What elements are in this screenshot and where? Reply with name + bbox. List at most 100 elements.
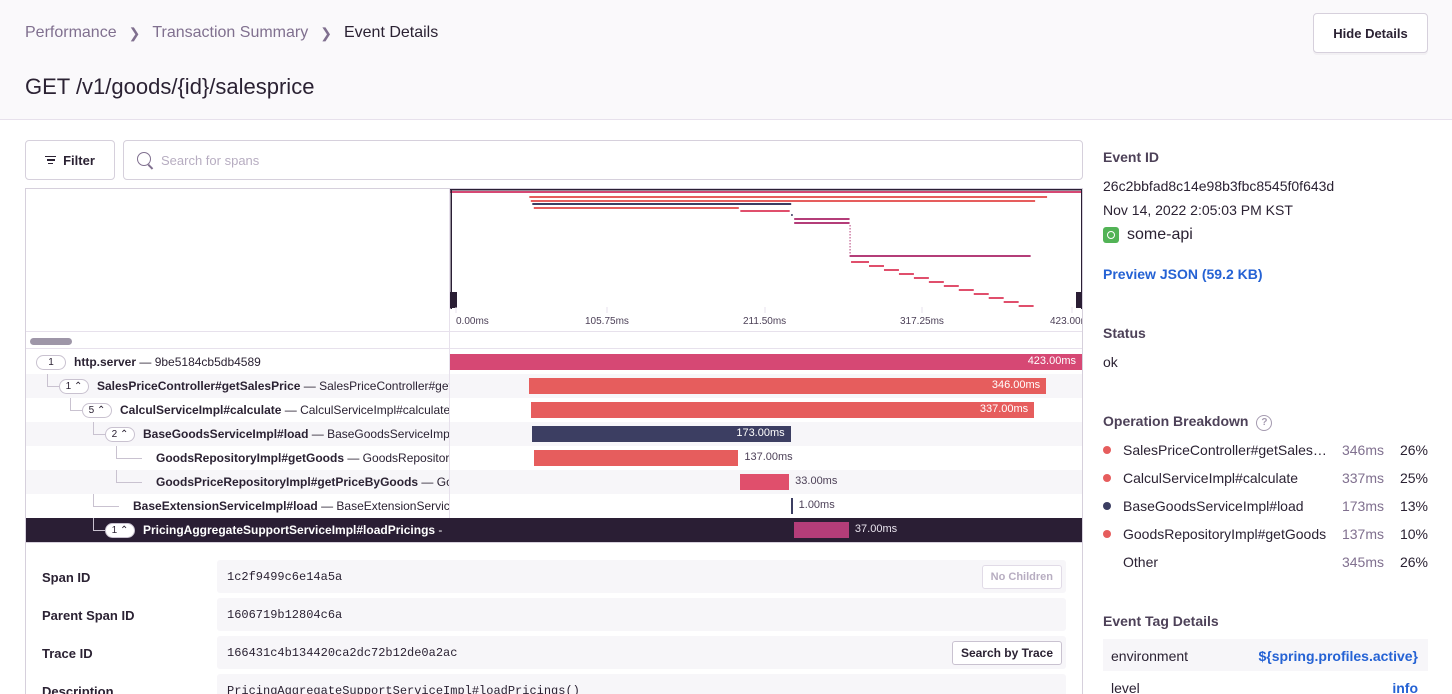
detail-span-id: Span ID 1c2f9499c6e14a5a No Children <box>42 560 1068 594</box>
span-child-count-toggle[interactable]: 1 ⌃ <box>105 523 135 538</box>
breakdown-name: Other <box>1123 554 1159 570</box>
breakdown-item[interactable]: GoodsRepositoryImpl#getGoods 137ms 10% <box>1103 524 1430 544</box>
hide-details-button[interactable]: Hide Details <box>1313 13 1428 53</box>
trace-minimap[interactable] <box>450 189 1083 331</box>
span-duration-bar[interactable] <box>790 498 793 514</box>
breakdown-percent: 25% <box>1399 470 1428 486</box>
span-duration-label: 1.00ms <box>798 499 835 511</box>
span-row-label-area[interactable]: 1 ⌃ PricingAggregateSupportServiceImpl#lo… <box>26 518 450 542</box>
event-tag-details-heading: Event Tag Details <box>1103 613 1219 629</box>
search-by-trace-button[interactable]: Search by Trace <box>951 641 1062 665</box>
span-row-label-area[interactable]: GoodsPriceRepositoryImpl#getPriceByGoods… <box>26 470 450 494</box>
legend-dot <box>1103 446 1111 454</box>
span-label: BaseExtensionServiceImpl#load — BaseExte… <box>133 499 449 513</box>
span-duration-bar[interactable] <box>450 354 1082 370</box>
breakdown-percent: 26% <box>1399 442 1428 458</box>
minimap-span <box>849 255 1031 257</box>
tag-value-link[interactable]: ${spring.profiles.active} <box>1258 648 1418 664</box>
span-operation: GoodsRepositoryImpl#getGoods <box>156 451 345 465</box>
span-row[interactable]: 5 ⌃ CalculServiceImpl#calculate — CalculS… <box>26 398 1082 422</box>
minimap-handle-right[interactable] <box>1081 189 1083 309</box>
filter-button[interactable]: Filter <box>25 140 115 180</box>
status-value: ok <box>1103 354 1118 370</box>
detail-parent-span-id: Parent Span ID 1606719b12804c6a <box>42 598 1068 632</box>
tag-key: level <box>1111 680 1140 694</box>
breakdown-ms: 337ms <box>1341 470 1384 486</box>
breadcrumb-transaction-summary[interactable]: Transaction Summary <box>152 24 309 41</box>
minimap-span <box>883 269 899 271</box>
span-row[interactable]: 1 ⌃ SalesPriceController#getSalesPrice — … <box>26 374 1082 398</box>
question-icon[interactable]: ? <box>1256 415 1273 431</box>
tag-value-link[interactable]: info <box>1392 680 1418 694</box>
breakdown-percent: 13% <box>1399 498 1428 514</box>
span-operation: BaseGoodsServiceImpl#load <box>143 427 309 441</box>
span-row[interactable]: 2 ⌃ BaseGoodsServiceImpl#load — BaseGoods… <box>26 422 1082 446</box>
scrollbar-thumb[interactable] <box>30 338 72 345</box>
span-row-label-area[interactable]: 1 http.server — 9be5184cb5db4589 <box>26 350 450 374</box>
minimap-span <box>849 243 851 245</box>
span-row[interactable]: 1 ⌃ PricingAggregateSupportServiceImpl#lo… <box>26 518 1082 542</box>
parent-span-id-value: 1606719b12804c6a <box>227 608 343 622</box>
span-child-count-toggle[interactable]: 5 ⌃ <box>82 403 112 418</box>
span-row-label-area[interactable]: GoodsRepositoryImpl#getGoods — GoodsRepo… <box>26 446 450 470</box>
tree-connector <box>93 422 94 434</box>
span-row[interactable]: GoodsRepositoryImpl#getGoods — GoodsRepo… <box>26 446 1082 470</box>
breakdown-item[interactable]: CalculServiceImpl#calculate 337ms 25% <box>1103 468 1430 488</box>
tag-row: level info <box>1103 671 1428 694</box>
span-row-label-area[interactable]: 5 ⌃ CalculServiceImpl#calculate — CalculS… <box>26 398 450 422</box>
minimap-span <box>973 293 989 295</box>
breakdown-item[interactable]: Other 345ms 26% <box>1103 552 1430 572</box>
minimap-span <box>898 273 914 275</box>
span-search-box[interactable] <box>123 140 1083 180</box>
detail-value-box: 166431c4b134420ca2dc72b12de0a2ac Search … <box>217 636 1066 669</box>
minimap-handle-left[interactable] <box>450 189 453 309</box>
span-child-count-toggle[interactable]: 1 ⌃ <box>59 379 89 394</box>
span-child-count-toggle[interactable]: 1 <box>36 355 66 370</box>
search-input[interactable] <box>161 141 1061 179</box>
span-row-label-area[interactable]: BaseExtensionServiceImpl#load — BaseExte… <box>26 494 450 518</box>
axis-tick-label: 0.00ms <box>456 316 489 327</box>
span-operation: BaseExtensionServiceImpl#load <box>133 499 318 513</box>
span-duration-bar[interactable] <box>529 378 1047 394</box>
breakdown-name: SalesPriceController#getSalesPrice <box>1123 442 1333 458</box>
span-row-label-area[interactable]: 2 ⌃ BaseGoodsServiceImpl#load — BaseGoods… <box>26 422 450 446</box>
minimap-span <box>928 281 944 283</box>
trace-id-value: 166431c4b134420ca2dc72b12de0a2ac <box>227 646 458 660</box>
minimap-span <box>532 203 792 205</box>
minimap-drag-handle-left[interactable] <box>450 292 457 308</box>
horizontal-scrollbar[interactable] <box>26 331 1082 350</box>
span-duration-bar[interactable] <box>793 522 849 538</box>
operation-breakdown-label: Operation Breakdown <box>1103 413 1249 429</box>
span-duration-label: 337.00ms <box>979 403 1029 415</box>
breakdown-ms: 346ms <box>1341 442 1384 458</box>
breadcrumb-performance[interactable]: Performance <box>25 24 117 41</box>
breakdown-item[interactable]: SalesPriceController#getSalesPrice 346ms 2… <box>1103 440 1430 460</box>
span-duration-bar[interactable] <box>533 450 739 466</box>
span-description: — GoodsPriceRepositoryImpl#getPriceByGoo… <box>421 475 449 489</box>
span-child-count-toggle[interactable]: 2 ⌃ <box>105 427 135 442</box>
axis-tick-label: 423.00ms <box>1050 316 1083 327</box>
span-duration-bar[interactable] <box>532 426 791 442</box>
minimap-span <box>913 277 929 279</box>
tree-connector <box>116 470 117 482</box>
detail-label: Parent Span ID <box>42 608 135 623</box>
tree-connector <box>116 458 142 459</box>
minimap-drag-handle-right[interactable] <box>1076 292 1083 308</box>
span-row[interactable]: BaseExtensionServiceImpl#load — BaseExte… <box>26 494 1082 518</box>
minimap-span <box>849 234 851 236</box>
tree-connector <box>93 434 105 435</box>
breakdown-item[interactable]: BaseGoodsServiceImpl#load 173ms 13% <box>1103 496 1430 516</box>
span-row-label-area[interactable]: 1 ⌃ SalesPriceController#getSalesPrice — … <box>26 374 450 398</box>
span-row[interactable]: GoodsPriceRepositoryImpl#getPriceByGoods… <box>26 470 1082 494</box>
timeline-axis: 0.00ms 105.75ms 211.50ms 317.25ms 423.00ms <box>455 307 1083 327</box>
project-name: some-api <box>1127 226 1193 243</box>
project-badge[interactable]: some-api <box>1103 226 1193 244</box>
span-duration-bar[interactable] <box>739 474 790 490</box>
span-row[interactable]: 1 http.server — 9be5184cb5db4589 423.00ms <box>26 350 1082 374</box>
detail-value-box: PricingAggregateSupportServiceImpl#loadP… <box>217 674 1066 694</box>
minimap-span <box>849 252 851 254</box>
chevron-right-icon: ❯ <box>128 24 141 41</box>
minimap-span <box>530 200 1036 202</box>
preview-json-link[interactable]: Preview JSON (59.2 KB) <box>1103 266 1263 282</box>
span-duration-bar[interactable] <box>530 402 1035 418</box>
